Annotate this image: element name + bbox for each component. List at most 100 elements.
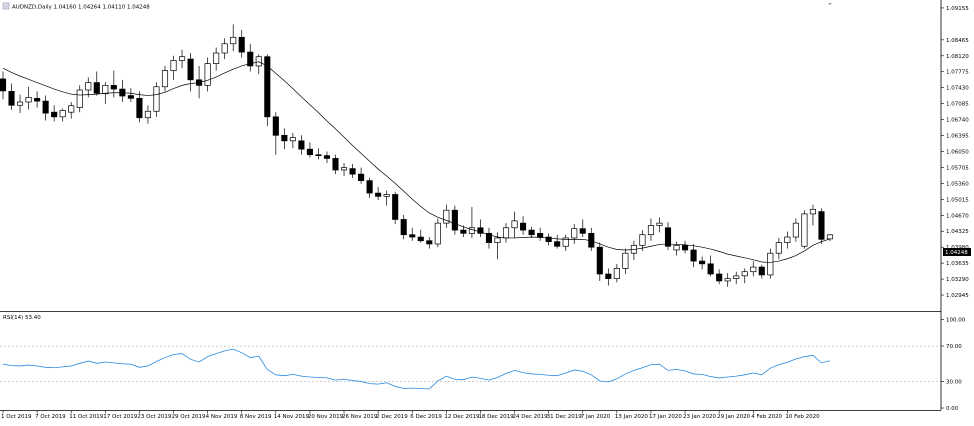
candle[interactable] bbox=[758, 264, 765, 279]
candle[interactable] bbox=[392, 191, 399, 225]
candle[interactable] bbox=[127, 88, 134, 103]
candle[interactable] bbox=[528, 226, 535, 238]
rsi-pane[interactable] bbox=[0, 345, 941, 390]
candle-body-bear bbox=[366, 180, 373, 194]
candle[interactable] bbox=[554, 234, 561, 249]
candle[interactable] bbox=[664, 222, 672, 250]
candle[interactable] bbox=[34, 91, 41, 108]
candle[interactable] bbox=[17, 94, 24, 114]
candle[interactable] bbox=[281, 128, 288, 150]
candle[interactable] bbox=[221, 38, 228, 60]
candle[interactable] bbox=[443, 204, 450, 228]
candle[interactable] bbox=[51, 105, 58, 122]
candle[interactable] bbox=[349, 163, 356, 178]
shift-marker-icon[interactable] bbox=[828, 3, 832, 5]
candle[interactable] bbox=[25, 86, 32, 110]
candle[interactable] bbox=[460, 225, 467, 238]
candle[interactable] bbox=[579, 219, 586, 238]
candle[interactable] bbox=[153, 82, 160, 117]
candle[interactable] bbox=[289, 132, 296, 149]
candle[interactable] bbox=[818, 208, 825, 244]
candle[interactable] bbox=[409, 227, 416, 241]
candle[interactable] bbox=[724, 273, 731, 287]
candle[interactable] bbox=[42, 95, 49, 121]
candle[interactable] bbox=[801, 210, 808, 249]
time-tick-label: 23 Jan 2020 bbox=[683, 414, 716, 420]
candle[interactable] bbox=[161, 65, 169, 92]
candle[interactable] bbox=[255, 54, 262, 75]
candle[interactable] bbox=[375, 187, 382, 201]
candle[interactable] bbox=[809, 204, 816, 226]
candle[interactable] bbox=[775, 237, 782, 260]
candle[interactable] bbox=[0, 71, 7, 100]
candle[interactable] bbox=[511, 211, 518, 238]
price-tick-label: 1.07775 bbox=[946, 70, 969, 76]
candle[interactable] bbox=[298, 135, 305, 155]
candle[interactable] bbox=[673, 241, 680, 256]
candle[interactable] bbox=[238, 29, 245, 58]
candle[interactable] bbox=[750, 261, 757, 277]
candle[interactable] bbox=[213, 47, 220, 71]
candle[interactable] bbox=[520, 216, 527, 235]
candle[interactable] bbox=[622, 248, 629, 275]
candle[interactable] bbox=[93, 71, 100, 96]
candle[interactable] bbox=[451, 205, 458, 235]
candle[interactable] bbox=[716, 269, 723, 285]
candle[interactable] bbox=[426, 237, 433, 249]
candle[interactable] bbox=[170, 55, 177, 80]
candle[interactable] bbox=[562, 234, 569, 251]
candle[interactable] bbox=[315, 148, 322, 160]
candle[interactable] bbox=[571, 224, 578, 244]
candle[interactable] bbox=[8, 83, 15, 110]
candle[interactable] bbox=[690, 243, 697, 268]
candle[interactable] bbox=[340, 163, 348, 176]
candle[interactable] bbox=[230, 24, 237, 52]
candle[interactable] bbox=[204, 57, 211, 92]
candle[interactable] bbox=[707, 255, 714, 277]
candle[interactable] bbox=[647, 218, 655, 241]
candle[interactable] bbox=[596, 242, 603, 281]
candle[interactable] bbox=[613, 263, 620, 283]
price-tick-label: 1.05015 bbox=[946, 197, 969, 203]
candle[interactable] bbox=[477, 219, 484, 238]
candle[interactable] bbox=[306, 142, 313, 158]
candle[interactable] bbox=[537, 227, 544, 241]
candle[interactable] bbox=[144, 105, 151, 124]
candle[interactable] bbox=[434, 218, 441, 248]
candle[interactable] bbox=[400, 214, 407, 240]
candle[interactable] bbox=[323, 151, 331, 164]
candle[interactable] bbox=[247, 43, 254, 72]
candle[interactable] bbox=[136, 91, 143, 123]
time-tick-label: 24 Dec 2019 bbox=[513, 414, 549, 420]
candle[interactable] bbox=[639, 230, 646, 251]
candle-body-bear bbox=[272, 116, 279, 136]
candle[interactable] bbox=[792, 218, 799, 242]
candle[interactable] bbox=[767, 248, 774, 279]
candle[interactable] bbox=[656, 217, 663, 233]
candle[interactable] bbox=[76, 85, 83, 113]
candle[interactable] bbox=[699, 256, 706, 270]
candle[interactable] bbox=[187, 53, 194, 92]
candle[interactable] bbox=[272, 112, 279, 155]
candle[interactable] bbox=[332, 154, 339, 175]
candle[interactable] bbox=[383, 190, 390, 206]
time-tick-label: 17 Oct 2019 bbox=[103, 414, 138, 420]
candle[interactable] bbox=[85, 77, 92, 98]
candle[interactable] bbox=[366, 177, 373, 198]
candle-body-bear bbox=[579, 228, 586, 234]
candle[interactable] bbox=[605, 268, 612, 286]
candle[interactable] bbox=[358, 167, 365, 184]
price-pane[interactable] bbox=[0, 24, 834, 287]
candle-body-bull bbox=[784, 236, 791, 243]
candle[interactable] bbox=[741, 268, 748, 284]
candle[interactable] bbox=[68, 102, 75, 119]
candle[interactable] bbox=[682, 240, 689, 254]
candle[interactable] bbox=[733, 271, 740, 285]
candle[interactable] bbox=[784, 231, 791, 249]
candle-body-bull bbox=[434, 222, 441, 245]
candle[interactable] bbox=[59, 108, 66, 122]
candle[interactable] bbox=[178, 49, 186, 69]
candle[interactable] bbox=[485, 227, 493, 249]
candle[interactable] bbox=[545, 233, 552, 246]
candle[interactable] bbox=[417, 229, 424, 243]
